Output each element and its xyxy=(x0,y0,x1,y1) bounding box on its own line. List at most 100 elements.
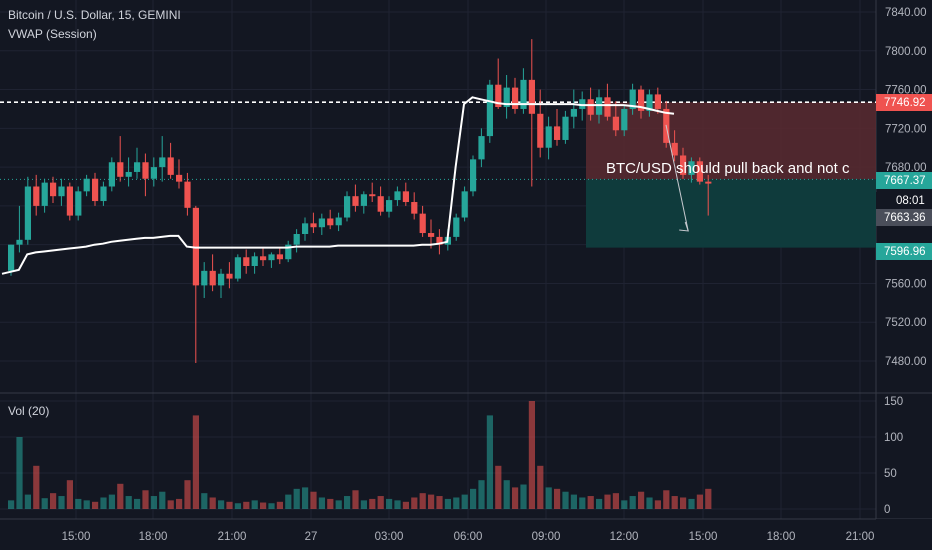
volume-bar xyxy=(520,484,527,509)
stop-loss-zone xyxy=(586,102,876,180)
time-tick-label: 18:00 xyxy=(139,531,168,543)
price-tick-label: 7760.00 xyxy=(885,85,927,97)
volume-bar xyxy=(587,496,594,509)
volume-bar xyxy=(646,497,653,509)
volume-bar xyxy=(184,480,191,509)
candle-body xyxy=(142,162,149,179)
candle-body xyxy=(386,200,393,212)
candle-body xyxy=(285,244,292,260)
candle-body xyxy=(251,256,258,266)
candle-body xyxy=(243,257,250,266)
candle-body xyxy=(495,84,502,108)
price-tick-label: 7840.00 xyxy=(885,7,927,19)
price-tag: 08:01 xyxy=(876,192,932,209)
volume-bar xyxy=(638,491,645,509)
candle-body xyxy=(66,186,73,216)
candle-body xyxy=(528,79,535,114)
volume-bar xyxy=(495,465,502,509)
volume-bar xyxy=(629,496,636,509)
candle-body xyxy=(100,186,107,202)
candle-body xyxy=(377,196,384,212)
volume-bar xyxy=(226,501,233,509)
volume-bar xyxy=(243,501,250,509)
volume-bar xyxy=(142,490,149,509)
candle-body xyxy=(293,234,300,245)
volume-bar xyxy=(50,493,57,509)
price-tag: 7667.37 xyxy=(876,172,932,189)
candle-body xyxy=(402,191,409,203)
price-tag: 7663.36 xyxy=(876,209,932,226)
candle-body xyxy=(562,116,569,140)
volume-bar xyxy=(671,496,678,509)
candle-body xyxy=(646,94,653,111)
volume-bar xyxy=(377,496,384,509)
volume-bar xyxy=(16,437,23,509)
candle-body xyxy=(604,97,611,117)
price-tag-box xyxy=(876,94,932,111)
candle-body xyxy=(134,162,141,172)
volume-bar xyxy=(512,487,519,509)
volume-bar xyxy=(117,483,124,509)
volume-bar xyxy=(386,498,393,509)
time-tick-label: 03:00 xyxy=(375,531,404,543)
candle-body xyxy=(150,167,157,179)
volume-bar xyxy=(92,501,99,509)
price-tag-label: 08:01 xyxy=(896,195,925,207)
candle-body xyxy=(276,254,283,260)
volume-legend[interactable]: Vol (20) xyxy=(8,404,50,418)
volume-bar xyxy=(453,497,460,509)
time-tick-label: 09:00 xyxy=(532,531,561,543)
symbol-legend[interactable]: Bitcoin / U.S. Dollar, 15, GEMINI xyxy=(8,8,181,22)
price-tag-box xyxy=(876,192,932,209)
volume-bar xyxy=(268,503,275,509)
candle-body xyxy=(218,273,225,286)
position-note-text: BTC/USD should pull back and not c xyxy=(606,160,850,177)
arrow-head xyxy=(679,221,689,232)
volume-bar xyxy=(58,496,65,509)
candle-body xyxy=(58,186,65,197)
candle-body xyxy=(318,218,325,228)
time-tick-label: 06:00 xyxy=(454,531,483,543)
candle-body xyxy=(310,223,317,228)
take-profit-zone xyxy=(586,179,876,248)
candle-body xyxy=(503,87,510,108)
volume-bar xyxy=(537,465,544,509)
volume-bar xyxy=(150,496,157,509)
candle-body xyxy=(50,182,57,197)
volume-bar xyxy=(596,498,603,509)
price-tick-label: 7520.00 xyxy=(885,317,927,329)
volume-bar xyxy=(680,497,687,509)
volume-bar xyxy=(209,497,216,509)
candle-body xyxy=(554,126,561,140)
vwap-line xyxy=(1,96,675,275)
time-tick-label: 15:00 xyxy=(689,531,718,543)
volume-bar xyxy=(159,491,166,509)
time-tick-label: 27 xyxy=(305,531,318,543)
candle-body xyxy=(394,191,401,201)
volume-bar xyxy=(327,498,334,509)
price-tick-label: 7680.00 xyxy=(885,162,927,174)
volume-bar xyxy=(705,488,712,509)
price-tag-box xyxy=(876,243,932,260)
candle-body xyxy=(654,94,661,109)
vwap-legend[interactable]: VWAP (Session) xyxy=(8,27,97,41)
candle-body xyxy=(621,108,628,131)
candle-body xyxy=(419,213,426,234)
candle-body xyxy=(612,116,619,131)
time-tick-label: 18:00 xyxy=(767,531,796,543)
volume-bar xyxy=(612,493,619,509)
price-tag-label: 7667.37 xyxy=(884,175,926,187)
candle-body xyxy=(453,217,460,237)
volume-bar xyxy=(293,488,300,509)
volume-bar xyxy=(696,494,703,509)
volume-bar xyxy=(251,500,258,509)
volume-bar xyxy=(654,500,661,509)
candle-body xyxy=(226,273,233,279)
price-tag-label: 7663.36 xyxy=(884,212,926,224)
candle-body xyxy=(302,223,309,235)
candle-body xyxy=(545,126,552,148)
price-tag-label: 7746.92 xyxy=(884,97,926,109)
volume-bar xyxy=(663,490,670,509)
